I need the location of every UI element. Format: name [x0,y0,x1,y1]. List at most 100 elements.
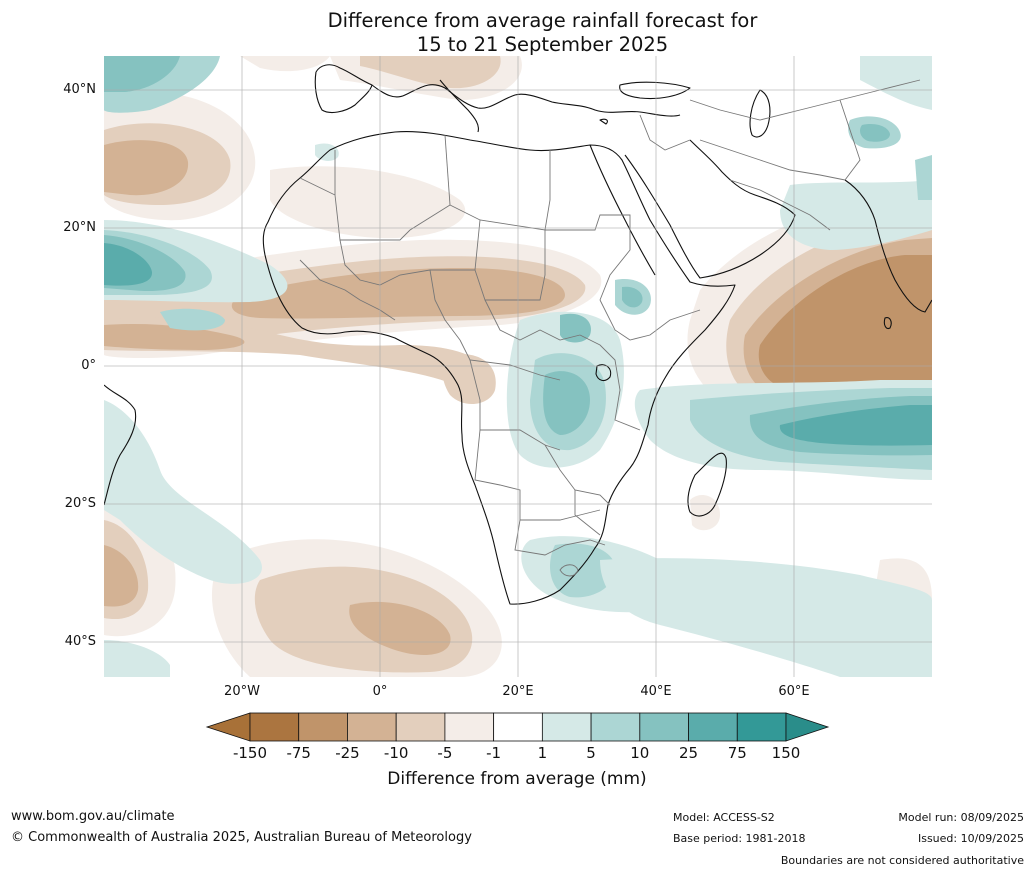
map-title: Difference from average rainfall forecas… [0,9,1035,57]
title-line-1: Difference from average rainfall forecas… [327,9,758,32]
colorbar-tick-label: 150 [771,744,801,762]
italy-coastline [439,79,479,133]
colorbar-bin [736,712,787,742]
dry-south-atlantic-west-core [104,545,139,607]
colorbar [205,712,830,742]
black-sea-coastline [619,81,691,100]
lon-label-40e: 40°E [640,684,672,699]
footer-model-run: Model run: 08/09/2025 [898,811,1024,824]
border-5 [545,214,631,301]
africa-coastline [262,131,736,605]
wet-north-atlantic-core [104,56,180,92]
coastlines [104,64,932,605]
graticule [104,56,932,677]
wet-indian-ocean-east [915,155,932,200]
colorbar-bin [639,712,689,742]
lon-label-0: 0° [372,684,388,699]
wet-south-atlantic-west [104,400,262,584]
lon-label-20w: 20°W [224,684,260,699]
colorbar-bin [444,712,495,742]
border-23 [559,564,579,577]
caspian-coastline [749,89,771,138]
footer-website[interactable]: www.bom.gov.au/climate [11,809,175,824]
colorbar-extend-max [785,712,830,742]
colorbar-tick-label: -150 [232,744,268,762]
dry-north-atlantic-core [104,140,189,196]
wet-lake-region [543,371,590,435]
lat-label-20s: 20°S [64,496,96,511]
colorbar-bin [493,712,543,742]
colorbar-tick-label: -10 [383,744,409,762]
dry-congo [442,354,496,405]
border-12 [599,299,701,341]
colorbar-tick-label: 10 [630,744,650,762]
border-1 [299,150,551,241]
madagascar-coastline [687,452,727,517]
lat-label-20n: 20°N [63,220,96,235]
border-8 [429,269,461,341]
footer-disclaimer: Boundaries are not considered authoritat… [780,854,1024,867]
dry-arabian-sea-core [758,255,932,392]
colorbar-tick-label: 1 [537,744,548,762]
cyprus [599,118,608,125]
wet-south-indian-ocean-core [779,405,932,446]
border-21 [639,114,691,151]
border-22 [839,99,861,181]
arabia-coastline [624,139,796,279]
colorbar-tick-label: -5 [437,744,453,762]
europe-coastline [315,64,681,117]
footer-copyright: © Commonwealth of Australia 2025, Austra… [11,830,472,845]
above-average-regions [104,56,932,677]
title-line-2: 15 to 21 September 2025 [416,33,669,56]
colorbar-tick-label: 5 [586,744,596,762]
border-10 [459,339,561,381]
red-sea-west [589,144,656,276]
border-4 [474,219,546,301]
border-17 [574,490,601,536]
lon-label-20e: 20°E [502,684,534,699]
wet-tropical-atlantic-core [104,243,153,286]
wet-atlantic-itcz [160,308,225,331]
colorbar-extend-min [205,712,251,742]
below-average-regions [104,56,932,677]
india-coastline [844,179,932,313]
south-america-coastline [104,384,137,506]
wet-ethiopia-core [622,286,643,308]
border-11 [469,359,561,451]
dry-europe-inner [360,56,501,89]
colorbar-bin [688,712,738,742]
rainfall-anomaly-field [104,56,932,677]
colorbar-bin [249,712,300,742]
iberia-coastline [314,71,373,114]
sri-lanka-coastline [883,317,892,329]
border-18 [729,179,831,231]
colorbar-bin [541,712,592,742]
footer-model: Model: ACCESS-S2 [673,811,775,824]
border-13 [579,334,641,431]
wet-southern-ocean [600,558,932,677]
colorbar-tick-label: -1 [486,744,502,762]
colorbar-tick-label: -25 [335,744,360,762]
wet-iran-core [860,124,890,142]
border-7 [299,259,396,321]
colorbar-title: Difference from average (mm) [387,769,647,789]
border-3 [444,134,451,206]
dry-mediterranean [240,56,330,72]
border-16 [514,519,606,556]
lat-label-40n: 40°N [63,82,96,97]
colorbar-tick-label: 25 [678,744,699,762]
dry-sahel-inner [231,268,565,319]
colorbar-bin [298,712,348,742]
footer-base-period: Base period: 1981-2018 [673,832,806,845]
lat-label-equator: 0° [81,358,96,373]
dry-sahara-west [270,166,466,239]
wet-north-east [860,56,932,110]
colorbar-tick-label: -75 [286,744,311,762]
footer-issued: Issued: 10/09/2025 [917,832,1024,845]
wet-congo-north [560,313,591,343]
wet-south-atlantic-southwest [104,640,170,677]
border-9 [484,299,581,341]
colorbar-bin [395,712,446,742]
colorbar-bin [590,712,641,742]
